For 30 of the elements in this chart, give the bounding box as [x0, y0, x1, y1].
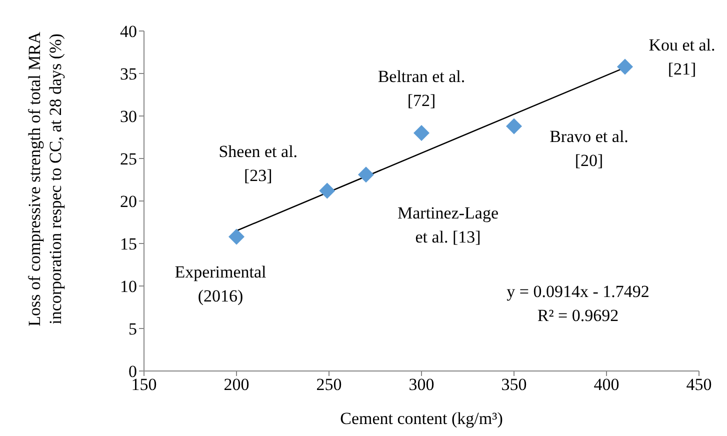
y-tick-label: 35	[120, 64, 137, 84]
point	[358, 166, 374, 183]
x-tick-label: 250	[316, 375, 342, 394]
y-tick-label: 30	[120, 107, 137, 126]
y-tick-label: 10	[120, 277, 137, 296]
x-tick-label: 200	[224, 375, 250, 394]
annotation: Kou et al. [21]	[648, 36, 716, 79]
y-tick-label: 40	[120, 22, 137, 42]
y-tick-label: 20	[120, 192, 137, 212]
x-tick-label: 300	[408, 375, 434, 394]
x-tick-label: 400	[594, 375, 620, 394]
point	[617, 58, 633, 75]
x-tick-label: 350	[501, 375, 527, 394]
annotation: Experimental (2016)	[174, 262, 267, 306]
y-tick-label: 25	[120, 150, 137, 169]
point	[319, 182, 336, 199]
point	[506, 118, 522, 134]
point	[228, 228, 244, 245]
point	[414, 125, 430, 141]
annotation: y = 0.0914x - 1.7492	[506, 281, 650, 303]
x-tick-label: 450	[686, 375, 712, 394]
annotation: Martinez-Lage et al. [13]	[398, 204, 498, 247]
x-axis-title: Cement content (kg/m³)	[340, 409, 503, 428]
y-axis-title: Loss of compressive strength of total MRA incorporation respec to CC, at 28 days (%)	[24, 30, 66, 328]
y-tick-label: 15	[120, 234, 137, 254]
y-tick-label: 5	[128, 320, 137, 339]
annotation: Beltran et al. [72]	[378, 66, 466, 110]
annotation: Bravo et al. [20]	[550, 127, 628, 170]
annotation: R² = 0.9692	[536, 305, 620, 327]
annotation: Sheen et al. [23]	[218, 142, 298, 185]
